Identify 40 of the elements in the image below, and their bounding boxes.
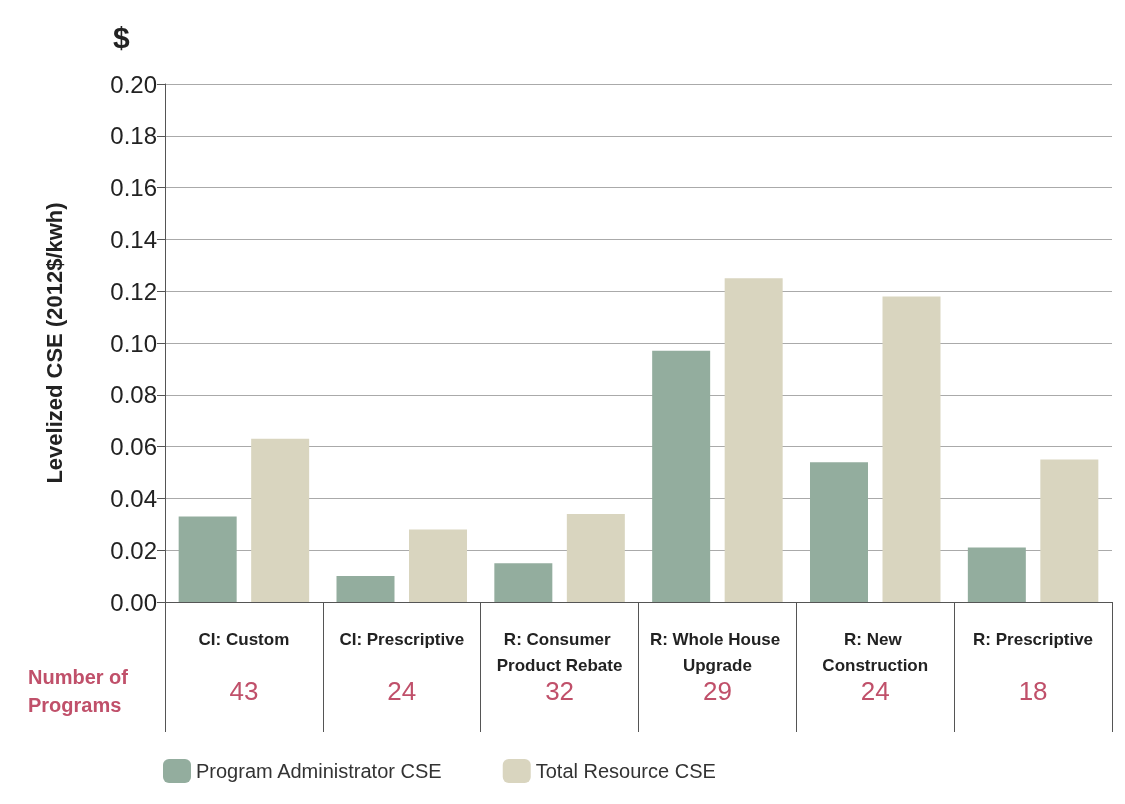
bar	[724, 278, 783, 602]
bar	[882, 296, 941, 602]
legend-label: Total Resource CSE	[535, 760, 716, 782]
text: $	[113, 20, 130, 54]
bar	[251, 438, 310, 602]
text: 24	[387, 676, 417, 706]
bar	[178, 516, 237, 602]
x-tick-label: R: New Construction	[822, 629, 929, 675]
y-tick-label: 0.04	[110, 484, 157, 512]
bar	[409, 529, 467, 602]
y-tick-label: 0.00	[110, 588, 157, 616]
y-tick-label: 0.10	[110, 329, 157, 357]
y-tick-label: 0.16	[110, 174, 157, 202]
x-tick-label: R: Whole House Upgrade	[649, 629, 785, 675]
bar	[336, 576, 395, 602]
y-tick-label: 0.14	[110, 225, 157, 253]
y-tick-label: 0.18	[110, 122, 157, 150]
bar	[967, 547, 1026, 602]
y-tick-label: 0.20	[110, 70, 157, 98]
text: 43	[229, 676, 259, 706]
y-tick-label: 0.02	[110, 536, 157, 564]
y-axis-title: Levelized CSE (2012$/kwh)	[41, 202, 67, 484]
y-tick-label: 0.12	[110, 277, 157, 305]
y-tick-label: 0.08	[110, 381, 157, 409]
x-tick-label: CI: Prescriptive	[339, 629, 465, 649]
text: 32	[545, 676, 575, 706]
x-tick-label: R: Prescriptive	[973, 629, 1094, 649]
x-tick-label: R: Consumer Product Rebate	[496, 629, 623, 675]
x-tick-label: CI: Custom	[198, 629, 290, 649]
bar	[652, 350, 711, 602]
text: 29	[702, 676, 732, 706]
bar	[1040, 459, 1099, 602]
legend-label: Program Administrator CSE	[196, 760, 442, 782]
bar	[494, 563, 553, 602]
bar	[566, 513, 625, 602]
y-tick-label: 0.06	[110, 433, 157, 461]
text: 24	[860, 676, 890, 706]
text: 18	[1018, 676, 1048, 706]
text: Number of Programs	[28, 666, 134, 716]
bar	[810, 462, 868, 602]
